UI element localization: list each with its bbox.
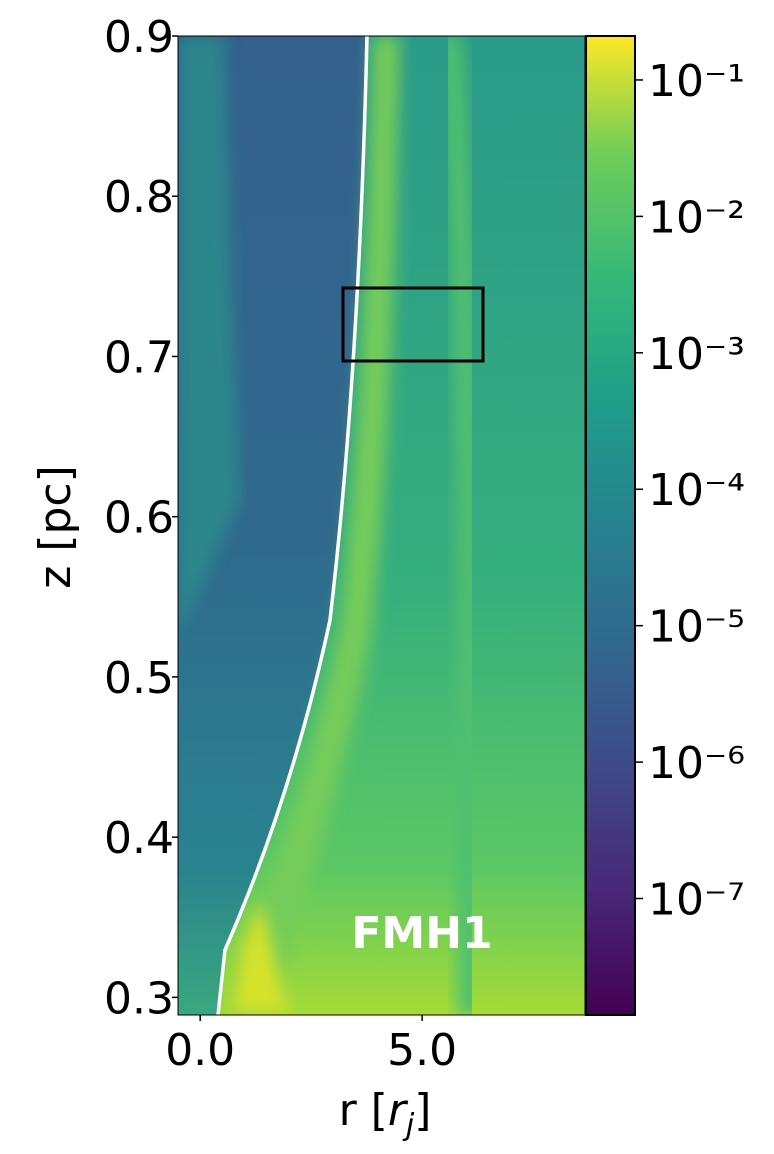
colorbar-tick-label: 10⁻⁵ xyxy=(648,602,745,653)
x-tick-label: 5.0 xyxy=(387,1025,457,1076)
y-tick-label: 0.5 xyxy=(104,653,174,704)
y-axis-label: z [pc] xyxy=(30,465,81,589)
y-tick-label: 0.9 xyxy=(104,12,174,63)
x-axis-label-part: ] xyxy=(414,1085,431,1136)
x-axis-label: r [rj] xyxy=(339,1085,432,1143)
colorbar-tick-label: 10⁻¹ xyxy=(648,56,745,107)
colorbar-tick-label: 10⁻² xyxy=(648,192,745,243)
colorbar-tick-label: 10⁻³ xyxy=(648,329,745,380)
x-axis-label-part: r [ xyxy=(339,1085,388,1136)
y-tick-label: 0.3 xyxy=(104,973,174,1024)
heatmap-field xyxy=(178,36,585,1015)
colorbar-tick-label: 10⁻⁶ xyxy=(648,738,745,789)
x-tick-label: 0.0 xyxy=(165,1025,235,1076)
colorbar-tick-label: 10⁻⁷ xyxy=(648,875,745,926)
colorbar-tick-label: 10⁻⁴ xyxy=(648,465,745,516)
y-tick-label: 0.7 xyxy=(104,332,174,383)
y-tick-label: 0.6 xyxy=(104,493,174,544)
colorbar xyxy=(585,35,636,1016)
annotation: FMH1 xyxy=(351,908,492,959)
x-axis-label-part: j xyxy=(402,1108,415,1143)
y-tick-label: 0.8 xyxy=(104,172,174,223)
y-tick-label: 0.4 xyxy=(104,813,174,864)
x-axis-label-part: r xyxy=(388,1085,409,1136)
